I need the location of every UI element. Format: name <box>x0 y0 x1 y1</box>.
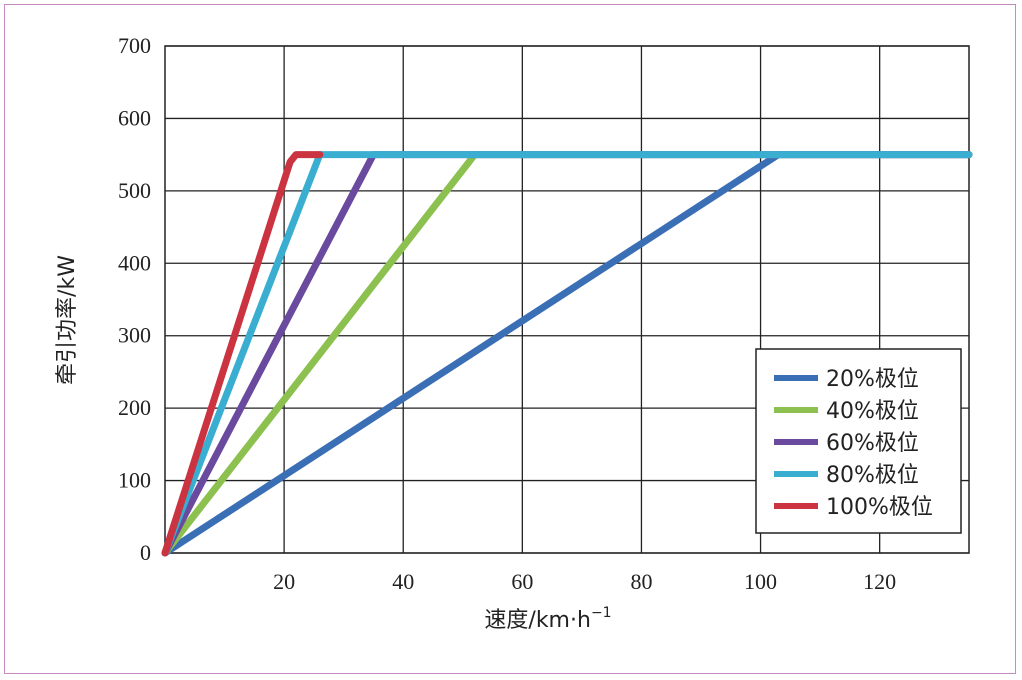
legend-label: 100%极位 <box>826 495 933 520</box>
y-tick-labels: 0 100 200 300 400 500 600 700 <box>118 33 151 565</box>
x-axis-label-main: 速度/km·h <box>484 608 591 633</box>
x-axis-label: 速度/km·h−1 <box>484 605 611 633</box>
y-axis-label: 牵引功率/kW <box>55 255 80 385</box>
y-tick-label: 300 <box>118 323 151 348</box>
y-tick-label: 100 <box>118 468 151 493</box>
legend-label: 40%极位 <box>826 399 919 424</box>
legend: 20%极位 40%极位 60%极位 80%极位 100%极位 <box>755 348 962 534</box>
series-line-5 <box>161 151 324 557</box>
y-tick-label: 200 <box>118 395 151 420</box>
legend-label: 20%极位 <box>826 367 919 392</box>
x-tick-label: 40 <box>392 569 414 594</box>
y-tick-label: 600 <box>118 105 151 130</box>
x-tick-label: 20 <box>273 569 295 594</box>
y-tick-label: 700 <box>118 33 151 58</box>
plot-area <box>164 45 970 554</box>
x-tick-labels: 20 40 60 80 100 120 <box>273 569 896 594</box>
y-tick-label: 500 <box>118 178 151 203</box>
y-tick-label: 0 <box>140 540 151 565</box>
x-tick-label: 120 <box>863 569 896 594</box>
legend-label: 60%极位 <box>826 431 919 456</box>
y-tick-label: 400 <box>118 250 151 275</box>
x-tick-label: 100 <box>744 569 777 594</box>
x-axis-label-sup: −1 <box>591 605 612 621</box>
legend-label: 80%极位 <box>826 463 919 488</box>
x-tick-label: 60 <box>511 569 533 594</box>
series-lines <box>161 151 973 557</box>
figure-frame <box>4 4 1016 674</box>
x-tick-label: 80 <box>630 569 652 594</box>
